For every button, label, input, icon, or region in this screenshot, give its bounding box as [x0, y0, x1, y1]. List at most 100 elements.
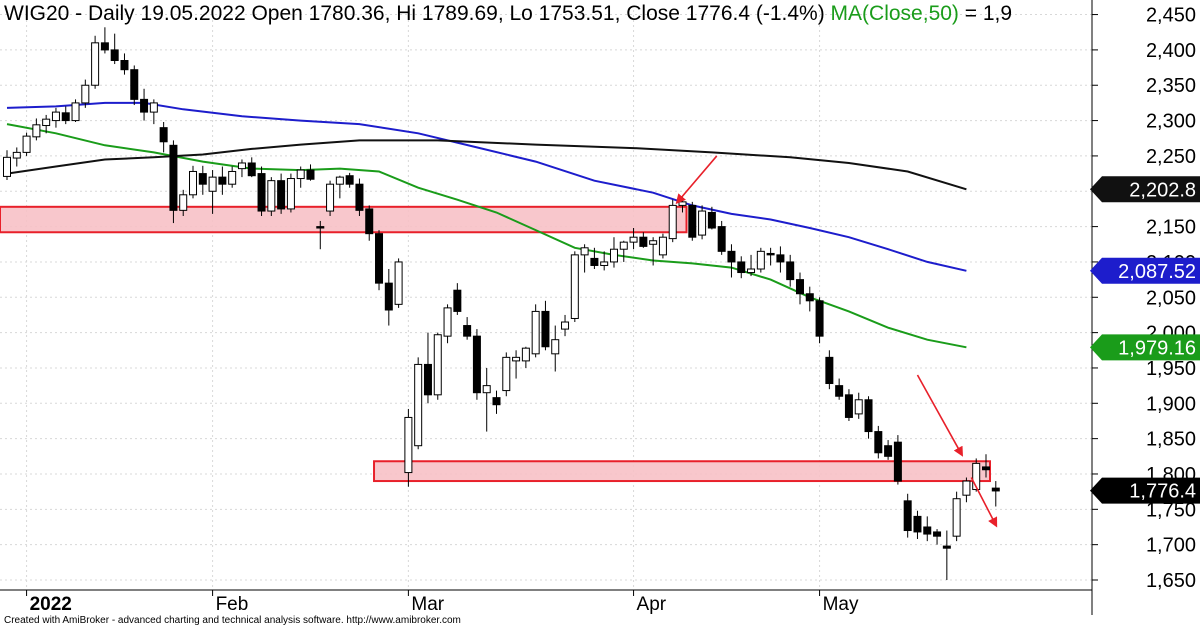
candle-body: [756, 250, 765, 270]
candle-body: [472, 335, 481, 394]
chart-header: WIG20 - Daily 19.05.2022 Open 1780.36, H…: [4, 2, 1092, 26]
candle-body: [130, 69, 139, 100]
candle: [345, 172, 354, 188]
candle-body: [747, 268, 756, 274]
candle-body: [502, 356, 511, 392]
candle: [375, 230, 384, 291]
candle: [453, 283, 462, 315]
annotation-arrow: [675, 155, 718, 205]
price-axis-bg: [1092, 0, 1200, 630]
close-price-tag-label: 1,776.4: [1129, 481, 1196, 503]
candle-body: [218, 176, 227, 185]
ma-last-value-tag-bg: [1090, 334, 1200, 361]
candle-body: [658, 236, 667, 256]
candle-body: [580, 247, 589, 256]
candle-body: [835, 385, 844, 397]
candle: [335, 175, 344, 199]
candle: [923, 516, 932, 542]
candle-body: [267, 180, 276, 212]
close-price-tag-bg: [1090, 477, 1200, 504]
candle-body: [923, 526, 932, 535]
candle-body: [61, 112, 70, 122]
price-axis: 1,6501,7001,7501,8001,8501,9001,9502,000…: [1091, 0, 1200, 630]
candle: [747, 254, 756, 277]
candle: [42, 114, 51, 134]
candle: [737, 256, 746, 279]
candle-body: [22, 135, 31, 153]
candle-body: [668, 204, 677, 240]
candle-body: [844, 394, 853, 418]
candle: [3, 150, 11, 180]
candle: [492, 390, 501, 414]
candle: [443, 304, 452, 344]
date-tick-label: May: [823, 594, 859, 615]
price-tick-label: 1,650: [1146, 570, 1196, 592]
candle-body: [257, 173, 266, 212]
candle-body: [551, 339, 560, 355]
candle: [414, 357, 423, 450]
candle-body: [91, 42, 100, 86]
candle-body: [609, 248, 618, 263]
candle: [208, 170, 217, 214]
ma-line: [6, 101, 967, 272]
ma-line: [6, 123, 967, 349]
candle-body: [482, 385, 491, 394]
candle-body: [384, 282, 393, 311]
candle-body: [189, 170, 198, 196]
candle: [913, 510, 922, 540]
candle-body: [306, 169, 315, 180]
candle: [110, 33, 119, 65]
candle: [423, 332, 432, 404]
candle-body: [776, 254, 785, 263]
candle: [120, 53, 129, 75]
candle: [551, 325, 560, 372]
header-ma-label: MA(Close,50): [830, 2, 959, 25]
candle: [639, 232, 648, 248]
candle: [51, 107, 60, 128]
candle-body: [42, 118, 51, 127]
candle-body: [649, 240, 658, 245]
candle-body: [952, 498, 961, 537]
candle-body: [247, 162, 256, 177]
candle: [512, 350, 521, 379]
candle: [149, 99, 158, 125]
candle-body: [903, 500, 912, 532]
candle: [570, 251, 579, 323]
candle: [786, 254, 795, 287]
candle: [306, 164, 315, 181]
candle: [521, 346, 530, 368]
price-tick-label: 2,250: [1146, 146, 1196, 168]
candle: [541, 300, 550, 351]
candle-body: [100, 42, 109, 51]
candle: [580, 244, 589, 273]
candle: [228, 166, 237, 188]
annotation-arrows: [675, 155, 998, 528]
candle: [619, 240, 628, 262]
candle: [247, 157, 256, 178]
candle-body: [277, 180, 286, 210]
candle: [61, 106, 70, 125]
candle: [71, 99, 80, 122]
candle: [658, 233, 667, 259]
resistance-zone: [0, 205, 688, 234]
candle: [326, 180, 335, 216]
candle: [286, 173, 295, 213]
candle: [609, 237, 618, 268]
candle-body: [463, 325, 472, 337]
candle: [472, 329, 481, 400]
candle-body: [365, 208, 374, 235]
candle-body: [81, 84, 90, 104]
candle: [355, 178, 364, 216]
candle: [727, 244, 736, 278]
candle-body: [296, 169, 305, 180]
candle-body: [433, 334, 442, 396]
price-tick-label: 2,050: [1146, 287, 1196, 309]
candle-body: [345, 175, 354, 185]
candle: [933, 529, 942, 545]
candle-body: [962, 480, 971, 496]
candle-body: [590, 257, 599, 266]
candle-body: [531, 310, 540, 355]
candle: [463, 317, 472, 340]
candle-body: [51, 111, 60, 122]
